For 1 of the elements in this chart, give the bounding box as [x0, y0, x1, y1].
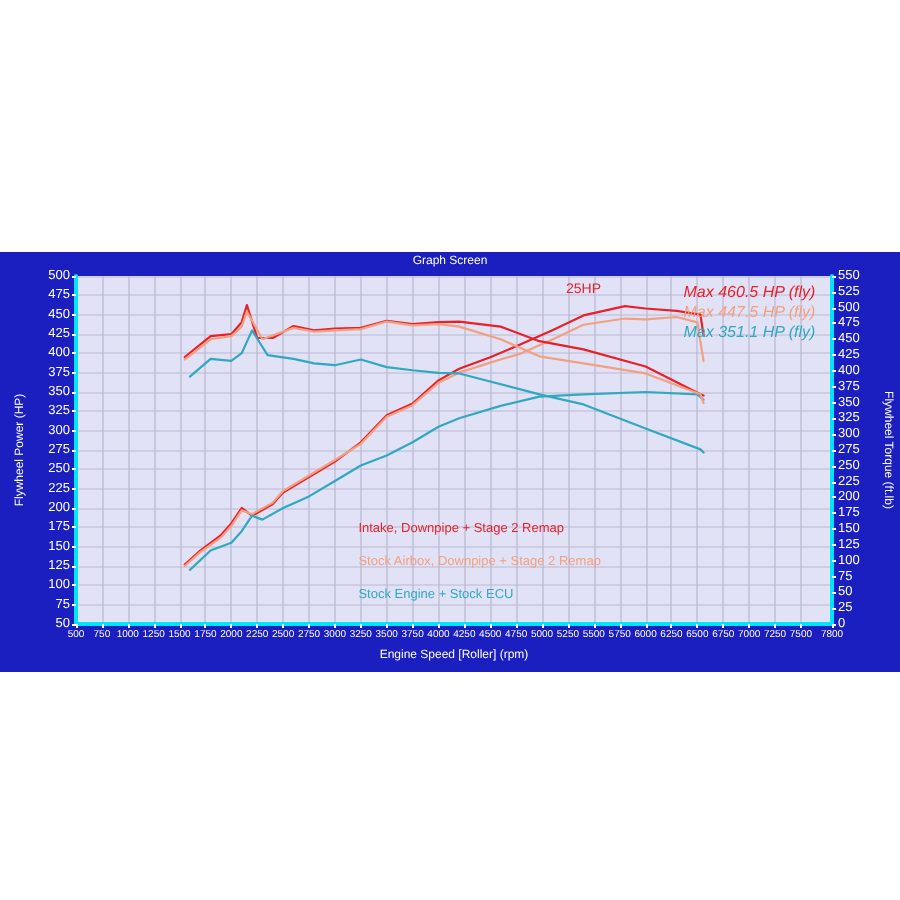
annotation: Max 460.5 HP (fly)	[683, 283, 817, 301]
